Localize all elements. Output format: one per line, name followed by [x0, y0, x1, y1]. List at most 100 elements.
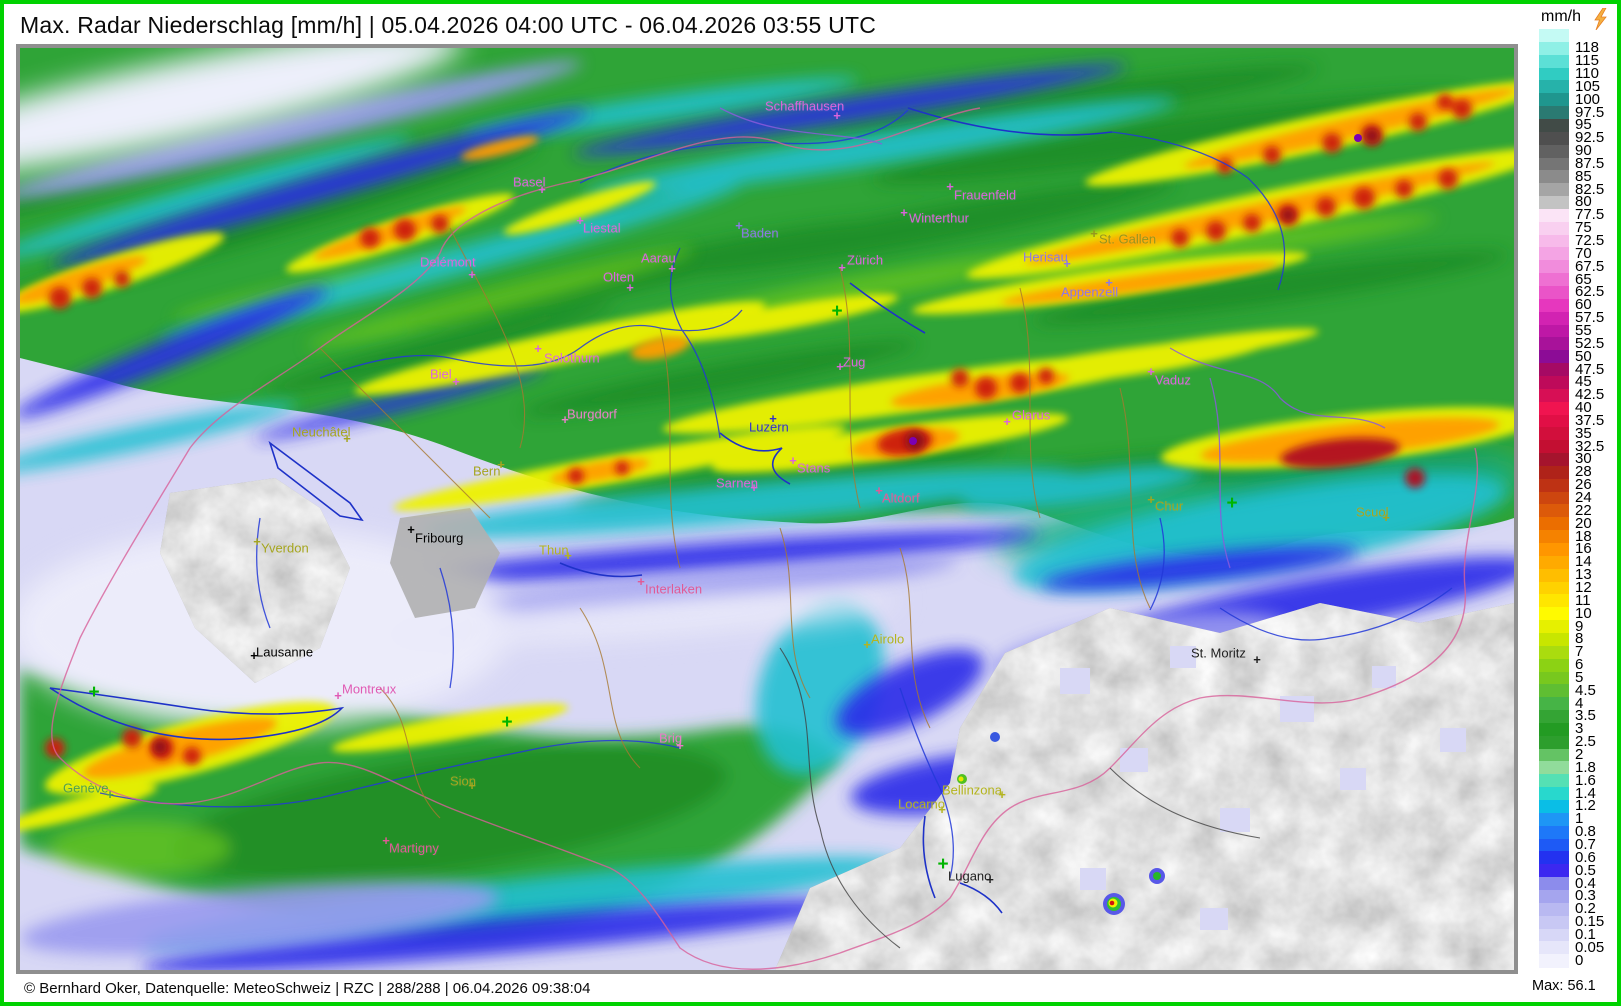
legend-tick-label: 7 [1575, 643, 1584, 661]
legend-color-cell [1539, 41, 1569, 56]
city-marker: + [468, 266, 476, 282]
city-label: Solothurn [544, 350, 600, 366]
legend-tick-label: 3 [1575, 720, 1584, 738]
city-marker: + [564, 547, 572, 563]
legend-tick-label: 45 [1575, 373, 1592, 391]
legend-tick-label: 0.1 [1575, 925, 1596, 943]
city-label: Brig [659, 730, 683, 746]
city-label: Luzern [749, 419, 789, 435]
legend-tick-label: 14 [1575, 553, 1592, 571]
city-label: Sarnen [716, 475, 758, 491]
legend-tick-label: 97.5 [1575, 103, 1605, 121]
legend-color-cell [1539, 106, 1569, 120]
legend-max-value: Max: 56.1 [1532, 978, 1596, 994]
city-marker: + [1090, 225, 1098, 241]
legend-tick-label: 90 [1575, 142, 1592, 160]
radar-red-cells [45, 94, 1472, 765]
city-marker: + [1147, 491, 1155, 507]
city-marker: + [1382, 509, 1390, 525]
legend-tick-label: 9 [1575, 617, 1584, 635]
city-marker: + [250, 647, 258, 663]
legend-tick-label: 57.5 [1575, 309, 1605, 327]
legend-color-cell [1539, 453, 1569, 467]
city-label: Lausanne [256, 644, 314, 660]
legend-tick-label: 87.5 [1575, 154, 1605, 172]
legend-color-cell [1539, 388, 1569, 403]
legend-color-cell [1539, 645, 1569, 660]
city-label: Genève [63, 780, 109, 796]
legend-color-cell [1539, 864, 1569, 878]
city-label: Neuchâtel [292, 424, 351, 440]
legend-tick-label: 11 [1575, 591, 1591, 609]
legend-color-cell [1539, 568, 1569, 583]
legend-color-cell [1539, 324, 1569, 338]
legend-color-cell [1539, 131, 1569, 146]
legend-tick-label: 4 [1575, 694, 1584, 712]
legend-tick-label: 0.3 [1575, 887, 1596, 905]
legend-cap-cell [1539, 29, 1569, 42]
legend-tick-label: 0.4 [1575, 874, 1596, 892]
legend-tick-label: 2.5 [1575, 733, 1596, 751]
city-marker: + [836, 358, 844, 374]
radar-site-cross: + [937, 853, 949, 875]
legend-color-cell [1539, 93, 1569, 107]
radar-orange-cells [20, 88, 1514, 779]
city-label: Frauenfeld [954, 187, 1017, 203]
city-label: Lugano [948, 868, 992, 884]
legend-color-cell [1539, 118, 1569, 133]
legend-color-cell [1539, 196, 1569, 210]
legend-color-cell [1539, 954, 1569, 968]
city-label: Delémont [420, 254, 476, 270]
legend-color-cell [1539, 812, 1569, 827]
legend-color-cell [1539, 761, 1569, 775]
legend-color-cell [1539, 581, 1569, 595]
legend-tick-label: 42.5 [1575, 386, 1605, 404]
legend-color-cell [1539, 722, 1569, 737]
legend-color-cell [1539, 851, 1569, 865]
legend-color-cell [1539, 260, 1569, 274]
city-marker: + [534, 340, 542, 356]
city-marker: + [838, 259, 846, 275]
legend-tick-label: 82.5 [1575, 180, 1605, 198]
city-label: Yverdon [261, 540, 309, 556]
legend-color-cell [1539, 620, 1569, 634]
city-label: Schaffhausen [765, 98, 845, 114]
city-marker: + [452, 373, 460, 389]
legend-color-cell [1539, 247, 1569, 261]
legend-tick-label: 92.5 [1575, 129, 1605, 147]
legend-tick-label: 52.5 [1575, 334, 1605, 352]
city-label: Baden [741, 225, 779, 241]
city-marker: + [637, 573, 645, 589]
city-marker: + [735, 217, 743, 233]
radar-map-art [20, 48, 1514, 970]
city-label: Scuol [1356, 504, 1389, 520]
legend-tick-label: 77.5 [1575, 206, 1605, 224]
radar-map: + Schaffhausen + Basel + Liestal + Delémont + Aar… [20, 48, 1514, 970]
legend-color-cell [1539, 67, 1569, 81]
city-label: Olten [603, 269, 635, 285]
city-marker: + [1063, 255, 1071, 271]
radar-map-panel: + Schaffhausen + Basel + Liestal + Delémont + Aar… [16, 44, 1518, 974]
city-marker: + [769, 410, 777, 426]
legend-tick-label: 18 [1575, 527, 1592, 545]
legend-color-cell [1539, 286, 1569, 300]
city-label: Stans [797, 460, 831, 476]
city-label: Bern [473, 463, 501, 479]
city-marker: + [626, 279, 634, 295]
legend-tick-label: 85 [1575, 167, 1592, 185]
legend-tick-label: 47.5 [1575, 360, 1605, 378]
city-label: Airolo [871, 631, 905, 647]
legend-tick-label: 8 [1575, 630, 1584, 648]
legend-color-cell [1539, 735, 1569, 750]
legend-color-cell [1539, 363, 1569, 377]
legend-tick-label: 13 [1575, 566, 1592, 584]
legend-tick-label: 0.8 [1575, 823, 1596, 841]
city-marker: + [468, 777, 476, 793]
city-label: Locarno [898, 796, 945, 812]
legend-tick-label: 20 [1575, 514, 1592, 532]
legend-color-cell [1539, 877, 1569, 891]
lakes [49, 107, 1113, 914]
legend-color-cell [1539, 928, 1569, 942]
legend-tick-label: 10 [1575, 604, 1592, 622]
